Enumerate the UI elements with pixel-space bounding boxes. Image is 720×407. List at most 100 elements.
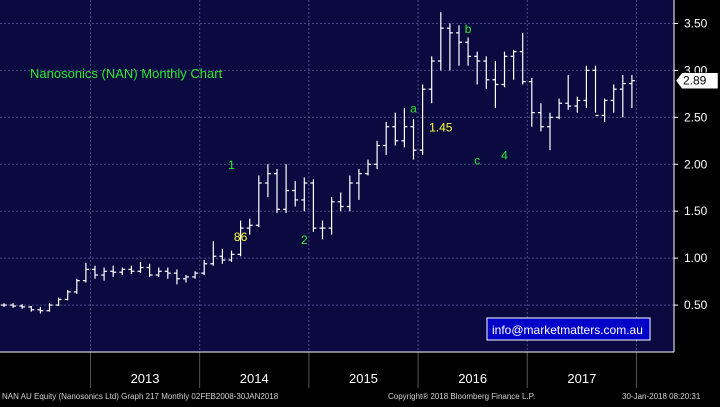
x-tick-label: 2016 bbox=[458, 371, 487, 386]
ohlc-bar bbox=[201, 260, 208, 276]
ohlc-bar bbox=[55, 297, 62, 307]
watermark[interactable]: info@marketmatters.com.au bbox=[486, 317, 651, 341]
ohlc-bar bbox=[246, 218, 253, 235]
ohlc-bar bbox=[292, 181, 299, 207]
y-tick-label: 3.50 bbox=[684, 16, 708, 30]
footer-center: Copyright® 2018 Bloomberg Finance L.P. bbox=[388, 392, 535, 401]
ohlc-bar bbox=[410, 119, 417, 160]
ohlc-bar bbox=[528, 77, 535, 127]
ohlc-bar bbox=[301, 177, 308, 212]
y-tick-label: 1.00 bbox=[684, 251, 708, 265]
ohlc-bar bbox=[519, 32, 526, 85]
wave-annotation: 2 bbox=[301, 233, 308, 247]
ohlc-bar bbox=[583, 65, 590, 108]
ohlc-bar bbox=[128, 265, 135, 275]
ohlc-bar bbox=[146, 263, 153, 277]
ohlc-bar bbox=[283, 164, 290, 214]
y-tick-label: 1.50 bbox=[684, 204, 708, 218]
ohlc-bar bbox=[73, 278, 80, 294]
ohlc-bar bbox=[119, 267, 126, 276]
ohlc-bar bbox=[501, 51, 508, 88]
ohlc-bar bbox=[328, 197, 335, 235]
x-axis-background bbox=[0, 352, 720, 388]
ohlc-bar bbox=[492, 61, 499, 108]
ohlc-bar bbox=[210, 241, 217, 266]
ohlc-bar bbox=[19, 304, 26, 309]
ohlc-bar bbox=[565, 75, 572, 110]
ohlc-bar bbox=[392, 112, 399, 146]
ohlc-bar bbox=[610, 84, 617, 113]
chart-title: Nanosonics (NAN) Monthly Chart bbox=[30, 66, 223, 81]
ohlc-bar bbox=[255, 175, 262, 228]
wave-annotation: 4 bbox=[501, 149, 508, 163]
bars-layer bbox=[1, 12, 635, 314]
watermark-box bbox=[486, 317, 651, 341]
ohlc-bar bbox=[337, 192, 344, 212]
ohlc-bar bbox=[556, 98, 563, 120]
ohlc-bar bbox=[237, 220, 244, 257]
wave-annotation: c bbox=[474, 153, 480, 167]
wave-annotation: 1.45 bbox=[429, 120, 453, 134]
ohlc-bar bbox=[310, 179, 317, 232]
watermark-link[interactable]: info@marketmatters.com.au bbox=[492, 323, 643, 337]
wave-annotation: a bbox=[410, 102, 417, 116]
ohlc-bar bbox=[101, 267, 108, 281]
ohlc-bar bbox=[592, 65, 599, 117]
x-tick-label: 2015 bbox=[349, 371, 378, 386]
x-tick-label: 2013 bbox=[131, 371, 160, 386]
x-tick-label: 2014 bbox=[240, 371, 269, 386]
ohlc-bar bbox=[183, 275, 189, 283]
ohlc-bar bbox=[319, 220, 326, 240]
ohlc-bar bbox=[446, 23, 453, 71]
y-tick-label: 2.50 bbox=[684, 110, 708, 124]
plot-background bbox=[0, 0, 674, 352]
ohlc-bar bbox=[483, 56, 490, 90]
ohlc-bar bbox=[1, 303, 7, 307]
footer-right: 30-Jan-2018 08:20:31 bbox=[622, 392, 701, 401]
ohlc-bar bbox=[628, 75, 635, 108]
y-tick-label: 2.00 bbox=[684, 157, 708, 171]
wave-annotation: 1 bbox=[228, 158, 235, 172]
footer-left: NAN AU Equity (Nanosonics Ltd) Graph 217… bbox=[2, 392, 279, 401]
ohlc-bar bbox=[428, 56, 435, 104]
ohlc-bar bbox=[537, 103, 544, 132]
ohlc-bar bbox=[219, 248, 226, 264]
right-axis-background bbox=[674, 0, 720, 352]
y-tick-label: 0.50 bbox=[684, 298, 708, 312]
ohlc-bar bbox=[383, 122, 390, 155]
ohlc-bar bbox=[547, 112, 553, 151]
ohlc-bar bbox=[173, 269, 180, 285]
price-tag-shape bbox=[675, 72, 719, 89]
ohlc-bar bbox=[164, 267, 171, 279]
ohlc-bar bbox=[619, 75, 626, 118]
ohlc-bar bbox=[419, 84, 426, 155]
ohlc-bar bbox=[137, 261, 144, 274]
ohlc-bar bbox=[82, 262, 89, 283]
ohlc-bar bbox=[228, 250, 235, 262]
ohlc-bar bbox=[28, 306, 35, 312]
ohlc-bar bbox=[456, 25, 462, 66]
price-tag: 2.89 bbox=[675, 72, 719, 89]
ohlc-bar bbox=[374, 140, 381, 169]
ohlc-bar bbox=[437, 12, 444, 71]
footer-background bbox=[0, 388, 720, 402]
ohlc-bar bbox=[46, 303, 53, 312]
ohlc-bar bbox=[474, 51, 481, 85]
wave-annotation: b bbox=[465, 22, 472, 36]
ohlc-bar bbox=[155, 267, 162, 277]
x-tick-label: 2017 bbox=[567, 371, 596, 386]
ohlc-bar bbox=[510, 49, 517, 80]
ohlc-bar bbox=[601, 98, 608, 123]
ohlc-bar bbox=[192, 271, 199, 279]
price-tag-label: 2.89 bbox=[683, 74, 707, 88]
ohlc-bar bbox=[401, 107, 408, 148]
ohlc-bar bbox=[346, 175, 353, 212]
ohlc-bar bbox=[574, 96, 581, 113]
ohlc-bar bbox=[365, 159, 371, 176]
ohlc-bar bbox=[110, 265, 117, 277]
ohlc-bar bbox=[10, 303, 17, 308]
ohlc-bar bbox=[37, 306, 44, 314]
